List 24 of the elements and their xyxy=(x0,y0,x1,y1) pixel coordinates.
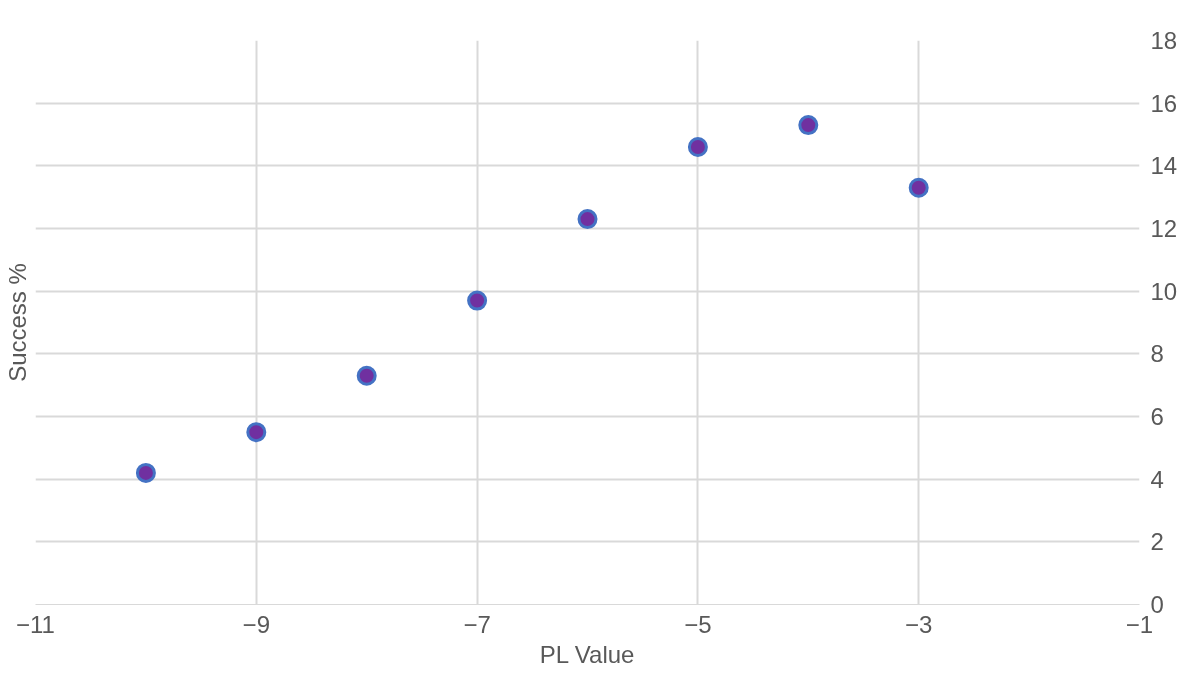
x-axis-title: PL Value xyxy=(539,640,635,668)
point xyxy=(135,462,156,483)
x-tick-label: −7 xyxy=(463,610,491,638)
point xyxy=(246,422,267,443)
y-tick-label: 12 xyxy=(1150,215,1178,242)
y-tick-label: 2 xyxy=(1150,528,1164,556)
point xyxy=(577,209,598,230)
point xyxy=(356,365,377,386)
point xyxy=(908,177,929,198)
y-axis-title: Success % xyxy=(3,263,31,382)
y-tick-label: 18 xyxy=(1150,27,1178,54)
y-tick-label: 16 xyxy=(1150,89,1178,117)
point xyxy=(687,137,708,158)
y-tick-label: 8 xyxy=(1150,340,1164,368)
point xyxy=(467,290,488,311)
y-tick-label: 6 xyxy=(1150,403,1164,430)
x-tick-label: −3 xyxy=(905,610,933,638)
x-tick-label: −5 xyxy=(684,610,712,638)
point xyxy=(798,115,819,136)
x-tick-label: −9 xyxy=(242,610,270,638)
x-tick-label: −11 xyxy=(16,610,55,638)
y-tick-label: 14 xyxy=(1150,152,1178,180)
y-tick-label: 10 xyxy=(1150,277,1178,305)
y-tick-label: 4 xyxy=(1150,465,1164,493)
